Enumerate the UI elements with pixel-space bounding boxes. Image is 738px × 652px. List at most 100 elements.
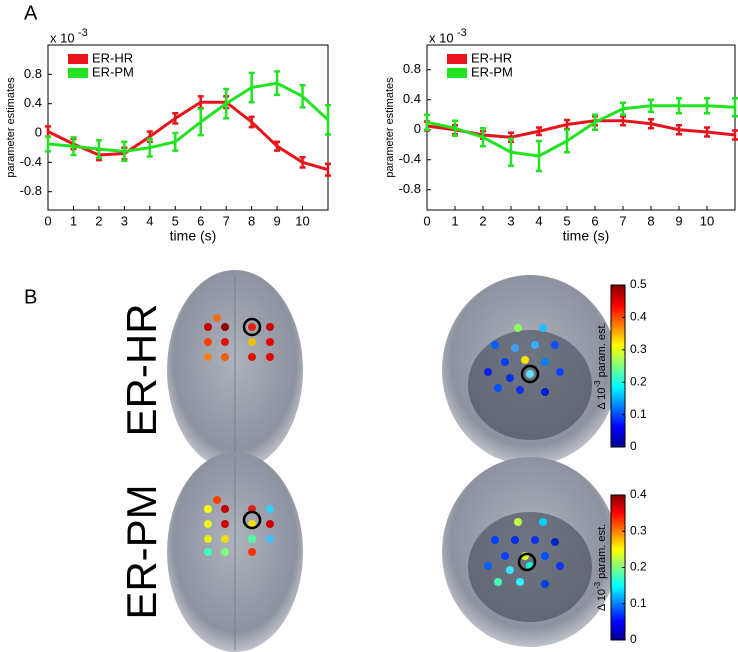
y-tick-label: 0 xyxy=(35,124,42,139)
x-axis-label: time (s) xyxy=(170,228,217,244)
legend-swatch xyxy=(447,68,467,78)
error-bar xyxy=(223,87,230,120)
x-tick-label: 2 xyxy=(95,213,102,228)
y-scale-base: x 10 xyxy=(429,30,454,45)
error-bar xyxy=(480,127,486,148)
error-bar xyxy=(274,140,281,152)
error-bar xyxy=(299,155,306,169)
error-bar xyxy=(648,98,654,113)
error-bar xyxy=(620,115,626,127)
legend-label: ER-HR xyxy=(471,50,512,65)
error-bar xyxy=(704,126,710,138)
x-axis-label: time (s) xyxy=(563,228,610,244)
x-tick-label: 1 xyxy=(70,213,77,228)
colorbar-label: Δ 10-3 param. est. xyxy=(593,524,608,611)
panel-label: A xyxy=(24,2,38,24)
x-tick-label: 3 xyxy=(121,213,128,228)
error-bar xyxy=(325,162,331,177)
error-bar xyxy=(299,84,306,109)
panel-label: B xyxy=(24,286,37,308)
colorbar-label-exponent: -3 xyxy=(593,380,602,388)
row-label: ER-PM xyxy=(118,484,165,619)
row-label: ER-HR xyxy=(118,304,165,437)
x-tick-label: 5 xyxy=(563,213,570,228)
error-bar xyxy=(592,113,598,131)
y-tick-label: 0.8 xyxy=(24,66,42,81)
x-tick-label: 1 xyxy=(451,213,458,228)
colorbar-tick-label: 0.2 xyxy=(630,374,647,388)
x-tick-label: 8 xyxy=(248,213,255,228)
x-tick-label: 6 xyxy=(197,213,204,228)
error-bar xyxy=(508,137,514,167)
x-tick-label: 0 xyxy=(423,213,430,228)
error-bar xyxy=(70,136,77,157)
error-bar xyxy=(648,118,654,130)
line-series xyxy=(426,119,736,139)
brain-images xyxy=(167,270,618,652)
line-series xyxy=(426,104,736,158)
line-series xyxy=(47,81,330,153)
colorbar-tick-label: 0.1 xyxy=(630,407,647,421)
y-axis-label: parameter estimates xyxy=(5,77,17,178)
x-tick-label: 7 xyxy=(619,213,626,228)
y-tick-label: 0.4 xyxy=(403,91,421,106)
error-bar xyxy=(676,124,682,136)
x-tick-label: 2 xyxy=(479,213,486,228)
error-bar xyxy=(536,126,542,137)
y-tick-label: 0.8 xyxy=(403,61,421,76)
x-tick-label: 4 xyxy=(146,213,153,228)
x-tick-label: 9 xyxy=(273,213,280,228)
y-axis-label: parameter estimates xyxy=(384,77,396,178)
y-tick-label: -0.4 xyxy=(20,154,42,169)
colorbar-tick-label: 0.2 xyxy=(630,560,647,574)
x-tick-label: 5 xyxy=(172,213,179,228)
line-series xyxy=(47,100,329,172)
colorbar-tick-label: 0.3 xyxy=(630,342,647,356)
error-bar xyxy=(121,140,128,163)
error-bar xyxy=(732,97,738,118)
x-tick-label: 9 xyxy=(675,213,682,228)
legend-swatch xyxy=(68,54,88,64)
error-bar xyxy=(325,103,331,136)
error-bar xyxy=(732,129,738,141)
x-tick-label: 3 xyxy=(507,213,514,228)
y-scale-base: x 10 xyxy=(50,30,75,45)
colorbar-label-base: Δ 10 xyxy=(596,589,608,611)
error-bar xyxy=(452,119,458,137)
y-tick-label: 0 xyxy=(414,121,421,136)
error-bar xyxy=(704,97,710,115)
error-bar xyxy=(197,107,204,137)
x-tick-label: 7 xyxy=(223,213,230,228)
colorbar-tick-label: 0 xyxy=(630,439,637,453)
legend-label: ER-HR xyxy=(92,50,133,65)
error-bar xyxy=(172,131,179,152)
y-tick-label: -0.8 xyxy=(399,181,421,196)
colorbar-tick-label: 0.4 xyxy=(630,487,647,501)
error-bar xyxy=(248,71,255,104)
error-bar xyxy=(248,115,255,129)
colorbar-tick-label: 0.5 xyxy=(630,277,647,291)
legend-label: ER-PM xyxy=(92,64,134,79)
error-bar xyxy=(676,97,682,115)
legend-swatch xyxy=(68,68,88,78)
y-tick-label: -0.4 xyxy=(399,151,421,166)
legend-swatch xyxy=(447,54,467,64)
y-tick-label: 0.4 xyxy=(24,95,42,110)
colorbar-tick-label: 0 xyxy=(630,632,637,646)
colorbar-tick-label: 0.3 xyxy=(630,523,647,537)
colorbar-tick-label: 0.1 xyxy=(630,596,647,610)
error-bar xyxy=(424,113,430,131)
colorbar-label: Δ 10-3 param. est. xyxy=(593,322,608,409)
error-bar xyxy=(146,137,153,158)
x-tick-label: 10 xyxy=(295,213,309,228)
y-scale-exponent: -3 xyxy=(457,27,467,39)
error-bar xyxy=(536,139,542,173)
plot-area xyxy=(47,44,329,211)
error-bar xyxy=(564,128,570,154)
error-bar xyxy=(95,139,102,160)
colorbar-label-base: Δ 10 xyxy=(596,388,608,410)
error-bar xyxy=(274,70,281,97)
error-bar xyxy=(620,101,626,116)
colorbar-label-exponent: -3 xyxy=(593,581,602,589)
